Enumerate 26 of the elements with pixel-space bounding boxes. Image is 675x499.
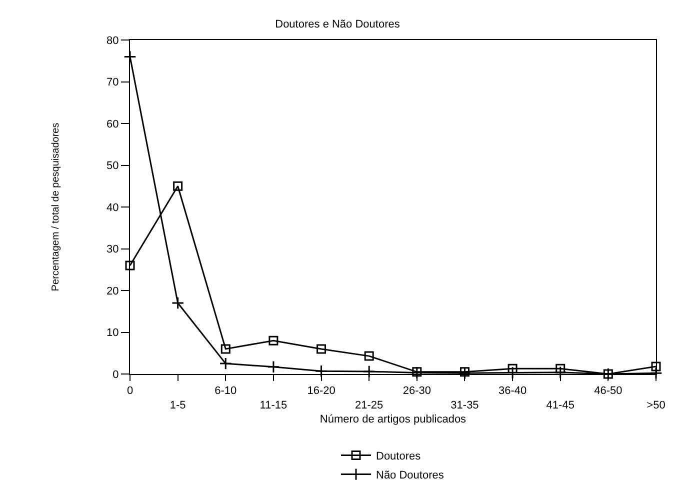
x-tick-label: 11-15 — [260, 400, 288, 412]
x-tick-label: 21-25 — [355, 400, 384, 412]
x-axis-title: Número de artigos publicados — [320, 414, 467, 426]
x-tick-label: 26-30 — [402, 385, 431, 398]
y-tick-label: 50 — [106, 160, 119, 172]
y-tick-label: 0 — [112, 368, 119, 381]
x-tick-label: 6-10 — [214, 385, 237, 398]
x-tick-label: 1-5 — [170, 400, 186, 412]
y-axis-title: Percentagem / total de pesquisadores — [50, 122, 62, 292]
chart-title: Doutores e Não Doutores — [275, 18, 400, 31]
x-tick-label: 16-20 — [307, 385, 336, 398]
y-tick-label: 40 — [106, 202, 119, 214]
y-tick-label: 70 — [106, 76, 119, 89]
x-tick-label: 36-40 — [498, 385, 527, 398]
x-tick-label: 41-45 — [546, 400, 574, 412]
y-tick-label: 30 — [106, 244, 119, 256]
x-tick-label: 0 — [126, 385, 134, 398]
legend-label: Não Doutores — [376, 470, 444, 482]
legend-label: Doutores — [376, 450, 422, 463]
x-tick-label: >50 — [646, 400, 666, 412]
x-tick-label: 31-35 — [450, 400, 479, 412]
y-tick-label: 60 — [106, 118, 119, 130]
x-tick-label: 46-50 — [594, 385, 622, 398]
y-tick-label: 20 — [106, 285, 119, 298]
y-tick-label: 10 — [106, 327, 119, 340]
y-tick-label: 80 — [106, 34, 119, 47]
